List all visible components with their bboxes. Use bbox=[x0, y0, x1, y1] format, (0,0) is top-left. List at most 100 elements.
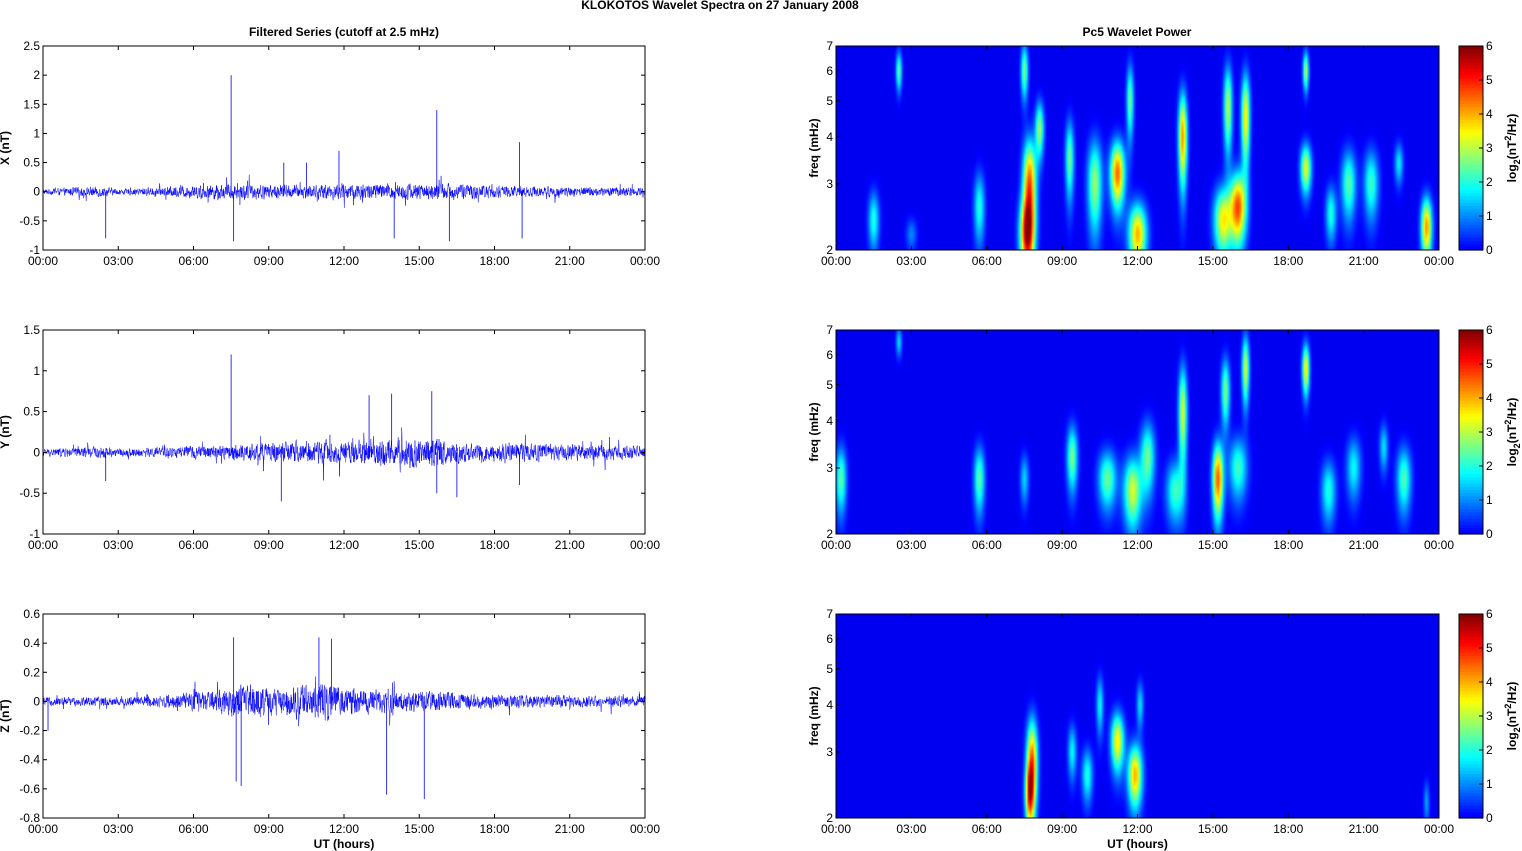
colorbar-step bbox=[1459, 135, 1483, 140]
colorbar-tick-label: 3 bbox=[1486, 425, 1493, 439]
colorbar-step bbox=[1459, 52, 1483, 57]
colorbar-step bbox=[1459, 71, 1483, 76]
colorbar-step bbox=[1459, 623, 1483, 628]
colorbar-step bbox=[1459, 473, 1483, 478]
x-tick-label: 09:00 bbox=[1047, 822, 1077, 836]
x-tick-label: 00:00 bbox=[821, 254, 851, 268]
colorbar-step bbox=[1459, 157, 1483, 162]
colorbar-step bbox=[1459, 479, 1483, 484]
y-tick-label: 5 bbox=[826, 94, 833, 108]
colorbar-step bbox=[1459, 221, 1483, 226]
colorbar-tick-label: 0 bbox=[1486, 811, 1493, 825]
y-tick-label: -0.4 bbox=[19, 753, 40, 767]
colorbar-step bbox=[1459, 160, 1483, 165]
colorbar-step bbox=[1459, 754, 1483, 759]
colorbar-step bbox=[1459, 795, 1483, 800]
colorbar-step bbox=[1459, 119, 1483, 124]
y-axis-label: X (nT) bbox=[0, 131, 12, 165]
x-tick-label: 03:00 bbox=[103, 254, 133, 268]
colorbar-step bbox=[1459, 438, 1483, 443]
colorbar-step bbox=[1459, 243, 1483, 248]
colorbar-step bbox=[1459, 74, 1483, 79]
x-tick-label: 09:00 bbox=[1047, 538, 1077, 552]
colorbar-step bbox=[1459, 725, 1483, 730]
y-tick-label: 4 bbox=[826, 698, 833, 712]
left-column-title: Filtered Series (cutoff at 2.5 mHz) bbox=[249, 25, 439, 39]
colorbar-step bbox=[1459, 492, 1483, 497]
colorbar-step bbox=[1459, 46, 1483, 50]
x-tick-label: 00:00 bbox=[1424, 822, 1454, 836]
colorbar-step bbox=[1459, 432, 1483, 436]
colorbar-step bbox=[1459, 814, 1483, 819]
colorbar-step bbox=[1459, 521, 1483, 526]
colorbar-step bbox=[1459, 530, 1483, 535]
colorbar-tick-label: 3 bbox=[1486, 141, 1493, 155]
colorbar-step bbox=[1459, 770, 1483, 774]
colorbar-tick-label: 0 bbox=[1486, 243, 1493, 257]
y-tick-label: 2 bbox=[33, 68, 40, 82]
y-tick-label: 7 bbox=[826, 323, 833, 337]
colorbar-step bbox=[1459, 218, 1483, 222]
figure-title: KLOKOTOS Wavelet Spectra on 27 January 2… bbox=[581, 0, 859, 12]
plot-area bbox=[43, 330, 645, 534]
colorbar-step bbox=[1459, 661, 1483, 666]
y-tick-label: 7 bbox=[826, 607, 833, 621]
y-tick-label: -0.8 bbox=[19, 811, 40, 825]
x-tick-label: 21:00 bbox=[555, 254, 585, 268]
y-axis-label: freq (mHz) bbox=[807, 686, 821, 745]
wavelet-panel-x: 2 3 4 5 6 7 freq (mHz) 00:00 03:00 06:00 09:00 12:0… bbox=[807, 39, 1522, 268]
colorbar-step bbox=[1459, 738, 1483, 743]
colorbar-step bbox=[1459, 97, 1483, 101]
colorbar-step bbox=[1459, 763, 1483, 768]
colorbar-step bbox=[1459, 696, 1483, 701]
y-tick-label: -0.5 bbox=[19, 214, 40, 228]
colorbar-step bbox=[1459, 789, 1483, 794]
colorbar-step bbox=[1459, 192, 1483, 197]
colorbar-step bbox=[1459, 103, 1483, 108]
colorbar-step bbox=[1459, 441, 1483, 446]
colorbar-step bbox=[1459, 511, 1483, 516]
y-axis-label: Y (nT) bbox=[0, 415, 12, 449]
colorbar-step bbox=[1459, 709, 1483, 714]
x-tick-label: 00:00 bbox=[28, 254, 58, 268]
colorbar-step bbox=[1459, 237, 1483, 242]
colorbar-step bbox=[1459, 731, 1483, 736]
colorbar-step bbox=[1459, 227, 1483, 232]
colorbar-tick-label: 6 bbox=[1486, 607, 1493, 621]
y-tick-label: 7 bbox=[826, 39, 833, 53]
colorbar-step bbox=[1459, 358, 1483, 363]
x-tick-label: 15:00 bbox=[404, 822, 434, 836]
x-tick-label: 00:00 bbox=[821, 538, 851, 552]
y-tick-label: 5 bbox=[826, 662, 833, 676]
y-tick-label: 2 bbox=[826, 527, 833, 541]
colorbar-tick-label: 5 bbox=[1486, 357, 1493, 371]
series-panel-x: -1 -0.5 0 0.5 1 1.5 2 2.5 X (nT) 00:00 03:00 06:00 0… bbox=[0, 39, 660, 268]
colorbar-step bbox=[1459, 125, 1483, 130]
colorbar: 0 1 2 3 4 5 6 log2(nT2/Hz) bbox=[1458, 39, 1522, 257]
colorbar-step bbox=[1459, 116, 1483, 120]
x-tick-label: 12:00 bbox=[329, 254, 359, 268]
colorbar-step bbox=[1459, 81, 1483, 85]
y-tick-label: -1 bbox=[29, 243, 40, 257]
x-tick-label: 21:00 bbox=[555, 822, 585, 836]
colorbar-step bbox=[1459, 330, 1483, 334]
colorbar-step bbox=[1459, 802, 1483, 806]
colorbar-step bbox=[1459, 106, 1483, 111]
colorbar-step bbox=[1459, 460, 1483, 465]
x-tick-label: 18:00 bbox=[1273, 822, 1303, 836]
y-tick-label: 0 bbox=[33, 694, 40, 708]
panels: -1 -0.5 0 0.5 1 1.5 2 2.5 X (nT) 00:00 03:00 06:00 0… bbox=[0, 39, 1522, 851]
colorbar-step bbox=[1459, 128, 1483, 133]
colorbar-step bbox=[1459, 393, 1483, 398]
colorbar-step bbox=[1459, 132, 1483, 136]
colorbar-step bbox=[1459, 122, 1483, 127]
x-axis-label: UT (hours) bbox=[314, 837, 375, 851]
colorbar-step bbox=[1459, 183, 1483, 187]
colorbar-step bbox=[1459, 524, 1483, 529]
y-tick-label: 1.5 bbox=[23, 323, 40, 337]
wavelet-panel-y: 2 3 4 5 6 7 freq (mHz) 00:00 03:00 06:00 09:00 12:0… bbox=[807, 323, 1522, 552]
colorbar-tick-label: 5 bbox=[1486, 641, 1493, 655]
series-panel-y: -1 -0.5 0 0.5 1 1.5 Y (nT) 00:00 03:00 06:00 09:00… bbox=[0, 323, 660, 552]
colorbar-step bbox=[1459, 658, 1483, 663]
colorbar-step bbox=[1459, 406, 1483, 411]
